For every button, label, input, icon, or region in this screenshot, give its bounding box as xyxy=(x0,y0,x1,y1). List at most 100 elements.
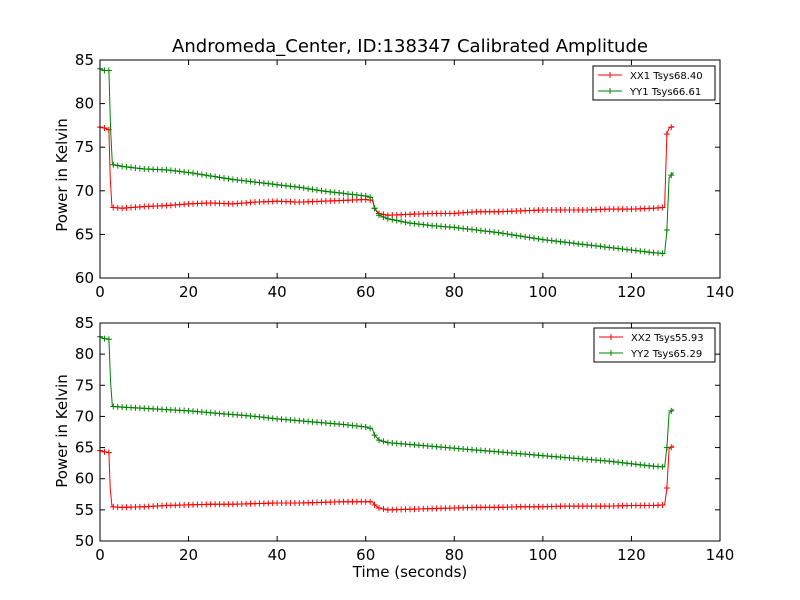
bottom-series-1-marker xyxy=(376,504,382,511)
bottom-x-tick-label: 0 xyxy=(95,546,105,564)
top-series-2-marker xyxy=(327,188,334,195)
bottom-series-1-marker xyxy=(380,505,387,512)
top-series-2-marker xyxy=(637,248,644,255)
top-series-2-marker xyxy=(176,168,183,175)
top-legend-label: YY1 Tsys66.61 xyxy=(629,87,701,98)
top-series-2-marker xyxy=(531,235,537,242)
top-series-2-marker xyxy=(181,168,188,175)
top-series-2-marker xyxy=(283,182,289,189)
top-chart-y-axis-title: Power in Kelvin xyxy=(53,118,71,232)
top-series-2-marker xyxy=(389,216,396,223)
top-x-tick-label: 60 xyxy=(356,283,375,301)
bottom-chart-panel: 0 20 40 60 80 100 120 140 50 55 60 65 70 75 80 85 XX2 Ts… xyxy=(75,314,734,564)
bottom-y-tick-label: 50 xyxy=(75,532,94,550)
top-series-2-marker xyxy=(198,171,205,178)
top-series-2-marker xyxy=(136,165,143,172)
top-series-2-marker xyxy=(451,224,458,231)
top-series-2-marker xyxy=(110,161,117,168)
top-series-2-marker xyxy=(309,186,316,193)
top-series-2-marker xyxy=(380,213,387,220)
top-series-2-marker xyxy=(256,179,263,186)
top-series-1-marker xyxy=(659,204,666,211)
top-series-2-marker xyxy=(291,183,298,190)
top-series-2-marker xyxy=(194,170,201,177)
bottom-legend: XX2 Tsys55.93 YY2 Tsys65.29 xyxy=(593,327,716,363)
top-series-2-marker xyxy=(407,220,413,227)
top-legend-marker xyxy=(607,88,613,94)
top-x-tick-label: 20 xyxy=(179,283,198,301)
top-series-2-marker xyxy=(495,229,502,236)
top-y-tick-label: 75 xyxy=(75,138,94,156)
top-series-2-marker xyxy=(526,234,533,241)
bottom-series-2-marker xyxy=(376,437,382,444)
top-series-2-marker xyxy=(207,172,214,179)
top-series-2-marker xyxy=(584,241,591,248)
top-series-2-marker xyxy=(331,189,338,196)
top-series-2-marker xyxy=(615,245,622,252)
bottom-x-tick-label: 140 xyxy=(706,546,735,564)
bottom-y-tick-label: 75 xyxy=(75,376,94,394)
top-series-2-marker xyxy=(345,190,351,197)
top-series-1-marker xyxy=(663,131,670,138)
top-x-tick-label: 40 xyxy=(268,283,287,301)
top-plot-frame xyxy=(99,59,721,279)
top-series-2-marker xyxy=(455,224,462,231)
bottom-series-2-marker xyxy=(367,425,374,432)
top-series-2-marker xyxy=(287,183,294,190)
top-series-2-marker xyxy=(522,233,529,240)
top-series-2-marker xyxy=(274,181,281,188)
top-series-2-marker xyxy=(123,163,130,170)
top-series-2-marker xyxy=(300,185,307,192)
bottom-legend-label: XX2 Tsys55.93 xyxy=(631,333,704,344)
top-series-1-marker xyxy=(101,125,108,132)
top-series-2-marker xyxy=(132,164,139,171)
top-series-2-marker xyxy=(632,247,639,254)
top-series-2-marker xyxy=(114,162,121,169)
top-series-2-marker xyxy=(353,191,360,198)
bottom-y-tick-label: 55 xyxy=(75,501,94,519)
top-series-2-marker xyxy=(376,212,382,219)
bottom-y-tick-label: 65 xyxy=(75,439,94,457)
bottom-series-2 xyxy=(97,333,675,470)
top-series-2-marker xyxy=(601,243,608,250)
top-series-2-marker xyxy=(398,218,405,225)
top-series-2-marker xyxy=(305,185,312,192)
top-series-2-marker xyxy=(415,221,422,228)
top-series-2-marker xyxy=(513,232,520,239)
top-series-2-marker xyxy=(243,178,250,185)
top-series-2-marker xyxy=(477,227,484,234)
top-series-2-marker xyxy=(163,166,170,173)
top-series-2-marker xyxy=(624,246,630,253)
top-series-2-marker xyxy=(517,233,524,240)
bottom-y-tick-label: 80 xyxy=(75,345,94,363)
top-series-2-marker xyxy=(234,176,241,183)
top-series-2-marker xyxy=(167,167,174,174)
top-series-2-marker xyxy=(185,169,192,176)
top-series-2-marker xyxy=(575,240,582,247)
top-series-2-marker xyxy=(269,181,276,188)
top-series-2-marker xyxy=(362,193,369,200)
bottom-series-2-marker xyxy=(663,444,670,451)
top-legend: XX1 Tsys68.40 YY1 Tsys66.61 xyxy=(592,65,716,101)
top-y-tick-label: 65 xyxy=(75,225,94,243)
top-series-1-marker xyxy=(668,124,675,131)
bottom-series-2-markers xyxy=(97,333,675,470)
bottom-series-2-marker xyxy=(362,424,369,431)
bottom-x-tick-label: 40 xyxy=(268,546,287,564)
top-y-tick-label: 60 xyxy=(75,269,94,287)
bottom-x-tick-label: 20 xyxy=(179,546,198,564)
top-series-2-marker xyxy=(557,238,564,245)
top-series-2-marker xyxy=(659,250,666,257)
top-series-2-markers xyxy=(97,65,675,257)
top-series-2-marker xyxy=(606,244,613,251)
top-series-2-marker xyxy=(358,192,365,199)
top-series-2-marker xyxy=(491,229,498,236)
top-series-2-marker xyxy=(464,225,471,232)
top-series-2-marker xyxy=(225,175,232,182)
top-series-2-marker xyxy=(619,246,626,253)
top-legend-box xyxy=(592,65,716,101)
bottom-series-2-marker xyxy=(659,463,666,470)
top-series-2-marker xyxy=(535,235,542,242)
top-x-tick-label: 140 xyxy=(706,283,735,301)
bottom-plot-frame xyxy=(99,322,721,542)
